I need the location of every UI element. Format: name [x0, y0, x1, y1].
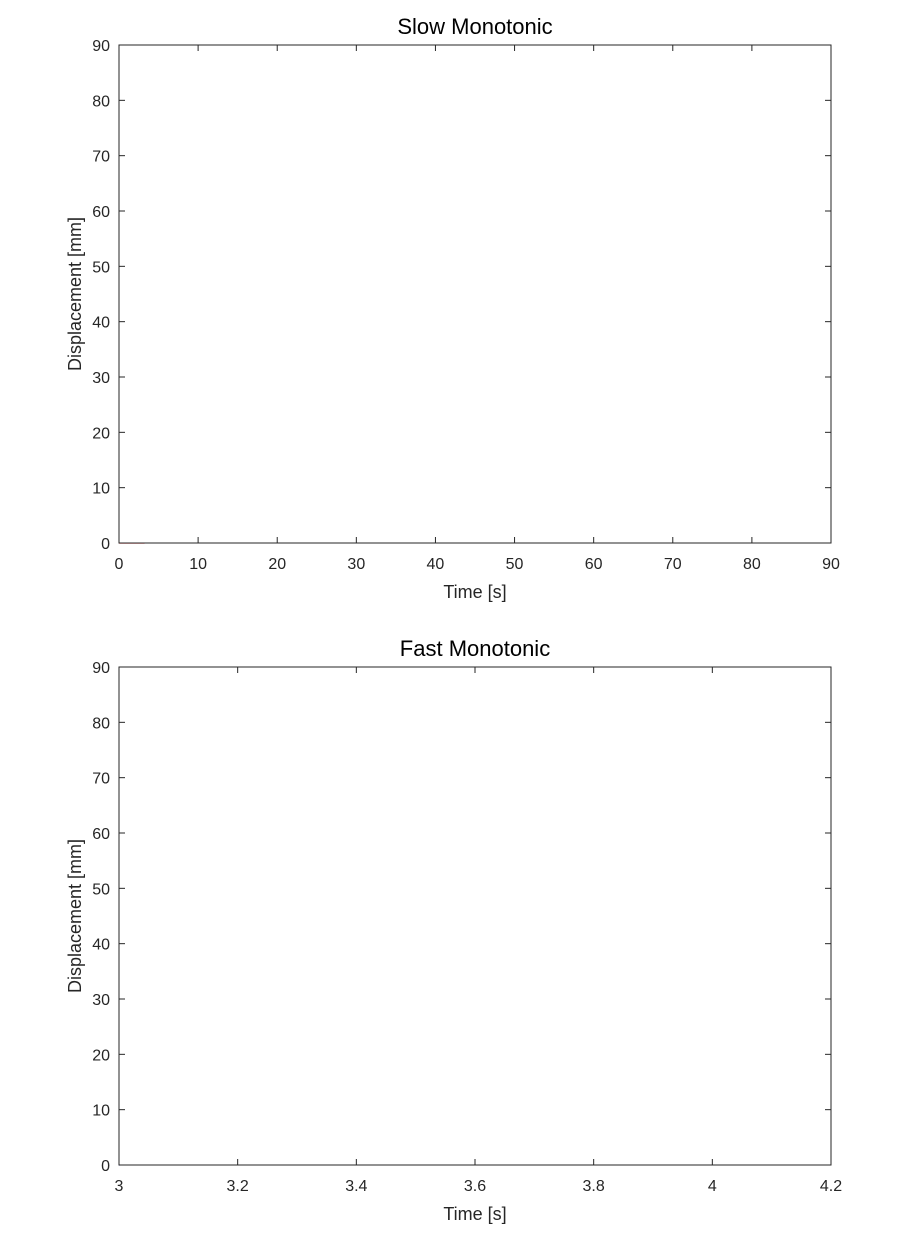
x-tick-label: 3.4	[345, 1178, 367, 1195]
x-tick-label: 20	[268, 556, 286, 573]
y-tick-label: 70	[92, 149, 110, 166]
x-tick-label: 10	[189, 556, 207, 573]
chart-title: Slow Monotonic	[397, 14, 552, 39]
y-tick-label: 10	[92, 481, 110, 498]
y-tick-label: 90	[92, 38, 110, 55]
x-tick-label: 60	[585, 556, 603, 573]
y-tick-label: 90	[92, 660, 110, 677]
x-tick-label: 3	[115, 1178, 124, 1195]
fast-monotonic-plot: 3 3.2 3.4 3.6 3.8 4 4.2 0 10 20 30 40 50 60 70 80 90 Fast…	[65, 636, 842, 1224]
y-tick-label: 20	[92, 425, 110, 442]
axes-box	[118, 666, 832, 1166]
x-tick-label: 4	[708, 1178, 717, 1195]
x-tick-label: 90	[822, 556, 840, 573]
y-tick-label: 30	[92, 370, 110, 387]
y-tick-label: 40	[92, 315, 110, 332]
x-axis-label: Time [s]	[443, 1204, 506, 1224]
y-axis-label: Displacement [mm]	[65, 217, 85, 371]
y-tick-label: 70	[92, 771, 110, 788]
x-tick-label: 3.2	[227, 1178, 249, 1195]
x-axis-label: Time [s]	[443, 582, 506, 602]
x-tick-label: 30	[347, 556, 365, 573]
y-tick-label: 30	[92, 992, 110, 1009]
y-axis-label: Displacement [mm]	[65, 839, 85, 993]
y-tick-label: 80	[92, 715, 110, 732]
y-tick-label: 50	[92, 259, 110, 276]
y-tick-label: 10	[92, 1103, 110, 1120]
chart-title: Fast Monotonic	[400, 636, 550, 661]
y-tick-label: 40	[92, 937, 110, 954]
x-tick-label: 4.2	[820, 1178, 842, 1195]
y-tick-label: 50	[92, 881, 110, 898]
x-tick-label: 50	[506, 556, 524, 573]
y-tick-label: 80	[92, 93, 110, 110]
x-tick-label: 80	[743, 556, 761, 573]
y-tick-label: 0	[101, 536, 110, 553]
slow-monotonic-plot: 0 10 20 30 40 50 60 70 80 90 0 10 20 30 40 50 60 70 80 90 Sl…	[65, 14, 840, 602]
x-tick-label: 40	[427, 556, 445, 573]
x-tick-label: 70	[664, 556, 682, 573]
axes-box	[118, 44, 832, 544]
x-tick-label: 0	[115, 556, 124, 573]
y-tick-label: 60	[92, 826, 110, 843]
x-tick-label: 3.6	[464, 1178, 486, 1195]
y-tick-label: 20	[92, 1047, 110, 1064]
y-tick-label: 60	[92, 204, 110, 221]
y-tick-label: 0	[101, 1158, 110, 1175]
x-tick-label: 3.8	[583, 1178, 605, 1195]
